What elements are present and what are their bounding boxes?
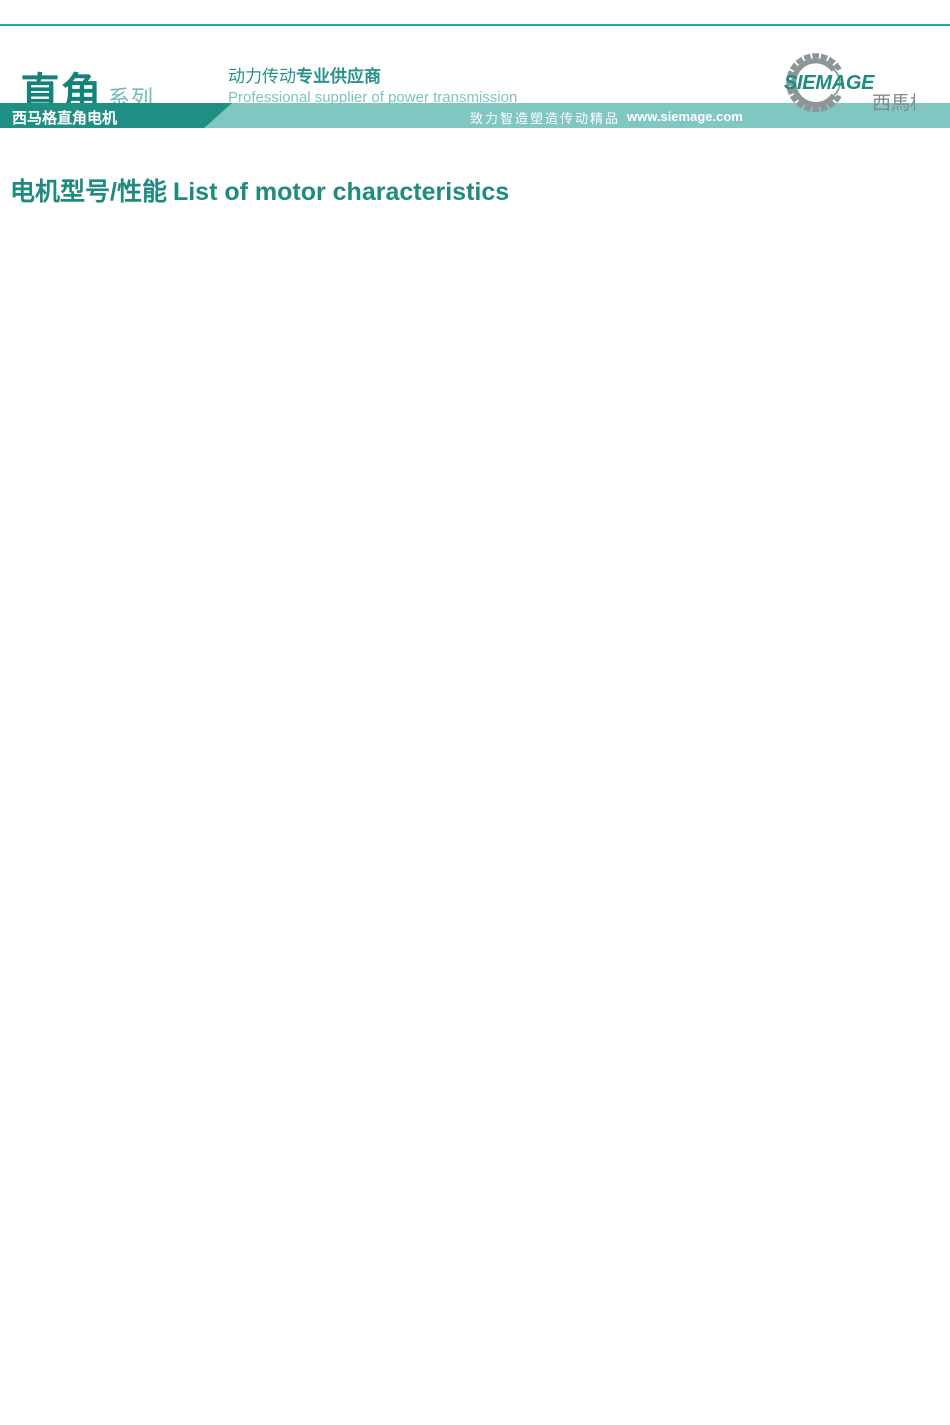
- svg-text:西馬格: 西馬格: [872, 92, 915, 114]
- svg-text:SIEMAGE: SIEMAGE: [784, 72, 875, 94]
